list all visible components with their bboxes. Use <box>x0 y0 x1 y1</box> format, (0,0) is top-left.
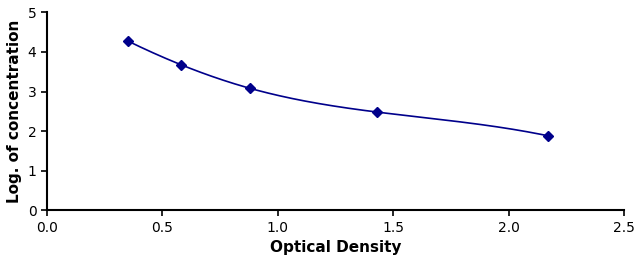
X-axis label: Optical Density: Optical Density <box>270 240 401 255</box>
Y-axis label: Log. of concentration: Log. of concentration <box>7 20 22 203</box>
